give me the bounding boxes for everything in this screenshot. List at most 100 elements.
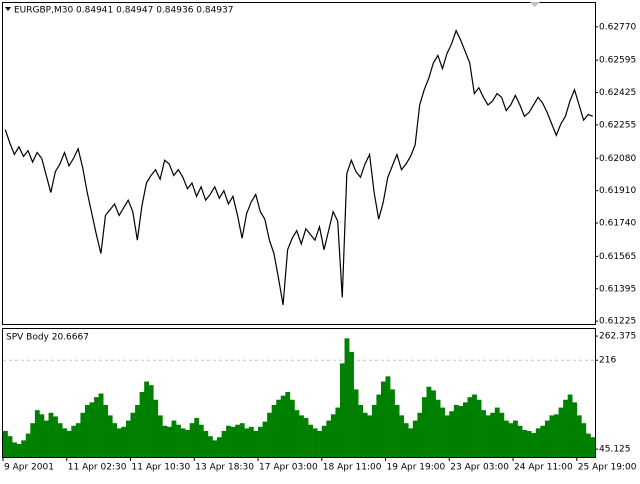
histogram-bar: [494, 407, 500, 457]
histogram-bar: [25, 433, 31, 457]
histogram-bar: [66, 430, 72, 457]
histogram-bar: [554, 414, 559, 457]
histogram-bar: [125, 420, 131, 457]
histogram-bar: [467, 397, 473, 457]
histogram-bar: [162, 425, 168, 457]
histogram-bar: [226, 425, 231, 457]
histogram-bar: [153, 399, 159, 457]
histogram-bar: [581, 423, 587, 457]
histogram-bar: [144, 381, 150, 457]
histogram-bar: [390, 389, 395, 457]
histogram-bar: [453, 404, 459, 457]
histogram-bar: [344, 338, 350, 457]
y-tick-label: 0.61395: [599, 284, 636, 294]
histogram-bar: [48, 412, 54, 457]
histogram-bar: [244, 428, 250, 457]
indicator-title: SPV Body 20.6667: [6, 333, 89, 343]
histogram-bar: [517, 425, 523, 457]
histogram-bar: [585, 433, 591, 457]
menu-icon: [5, 7, 11, 11]
histogram-bar: [367, 415, 373, 457]
histogram-bar: [499, 412, 505, 457]
histogram-bar: [362, 412, 368, 457]
histogram-bar: [549, 415, 555, 457]
histogram-bar: [221, 430, 227, 457]
histogram-bar: [267, 412, 272, 457]
y-tick-label: 45.125: [599, 445, 631, 455]
histogram-bar: [431, 390, 436, 457]
histogram-bar: [166, 426, 172, 457]
histogram-bar: [248, 426, 254, 457]
histogram-bar: [112, 423, 118, 457]
histogram-bar: [189, 423, 195, 457]
histogram-bar: [289, 399, 295, 457]
y-tick-label: 0.61910: [599, 186, 636, 196]
histogram-bar: [558, 407, 564, 457]
shift-marker: [530, 2, 540, 7]
histogram-bar: [7, 436, 13, 457]
histogram-bar: [89, 402, 95, 457]
histogram-bar: [308, 424, 313, 457]
histogram-bar: [43, 420, 49, 457]
histogram-bar: [30, 423, 36, 457]
histogram-bar: [399, 415, 405, 457]
histogram-bar: [544, 420, 550, 457]
histogram-bar: [485, 415, 491, 457]
x-tick-label: 19 Apr 19:00: [387, 463, 446, 473]
histogram-bar: [217, 437, 222, 457]
histogram-bar: [376, 394, 382, 457]
y-tick-label: 0.61565: [599, 252, 636, 262]
histogram-bar: [299, 415, 304, 457]
histogram-bar: [421, 397, 427, 457]
histogram-bar: [508, 423, 514, 457]
price-panel: [2, 2, 596, 325]
y-tick-label: 0.62255: [599, 120, 636, 130]
histogram-bar: [57, 423, 63, 457]
histogram-bar: [503, 420, 509, 457]
histogram-bar: [540, 425, 546, 457]
histogram-bar: [39, 414, 45, 457]
histogram-bar: [107, 415, 113, 457]
histogram-bar: [371, 404, 377, 457]
histogram-bar: [590, 437, 596, 457]
histogram-bar: [121, 426, 127, 457]
histogram-bar: [198, 424, 204, 457]
x-tick-label: 9 Apr 2001: [4, 463, 54, 473]
histogram-bar: [444, 415, 450, 457]
histogram-bar: [203, 430, 209, 457]
histogram-bar: [185, 429, 191, 457]
histogram-bar: [194, 417, 200, 457]
histogram-bar: [135, 404, 140, 457]
histogram-bar: [353, 389, 359, 457]
histogram-bar: [472, 394, 477, 457]
histogram-bar: [94, 397, 99, 457]
histogram-bar: [207, 436, 213, 457]
histogram-bar: [462, 402, 468, 457]
histogram-bar: [476, 399, 482, 457]
histogram-bar: [408, 428, 414, 457]
histogram-bar: [349, 351, 354, 457]
x-tick-label: 18 Apr 11:00: [323, 463, 382, 473]
histogram-bar: [535, 428, 541, 457]
histogram-bar: [276, 399, 282, 457]
histogram-bar: [567, 394, 573, 457]
y-tick-label: 0.62770: [599, 22, 636, 32]
y-tick-label: 262.375: [599, 332, 636, 342]
y-tick-label: 0.61740: [599, 219, 636, 229]
histogram-bar: [12, 442, 17, 457]
histogram-bar: [339, 363, 345, 457]
histogram-bar: [271, 404, 277, 457]
x-tick-label: 17 Apr 03:00: [259, 463, 318, 473]
histogram-bar: [303, 417, 309, 457]
histogram-bar: [294, 410, 300, 457]
histogram-bar: [235, 424, 241, 457]
histogram-bar: [71, 425, 77, 457]
histogram-bar: [563, 399, 568, 457]
histogram-bar: [116, 428, 122, 457]
histogram-bar: [62, 428, 68, 457]
histogram-bar: [522, 429, 527, 457]
histogram-bar: [34, 410, 40, 457]
histogram-bar: [16, 443, 22, 457]
chart-title: EURGBP,M30 0.84941 0.84947 0.84936 0.849…: [14, 6, 234, 16]
price-line: [4, 29, 593, 306]
